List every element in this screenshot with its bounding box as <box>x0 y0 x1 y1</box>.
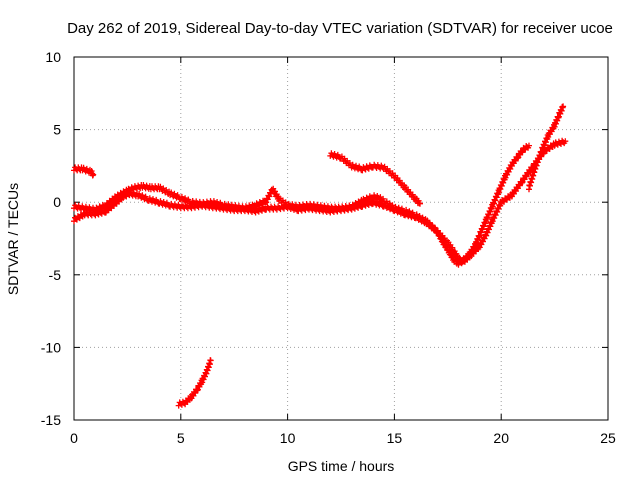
data-point <box>514 155 521 162</box>
data-point <box>562 138 569 145</box>
series-segment-1 <box>71 164 97 179</box>
y-tick-label: 0 <box>53 194 61 210</box>
chart-title: Day 262 of 2019, Sidereal Day-to-day VTE… <box>67 20 613 37</box>
y-tick-label: -5 <box>49 267 62 283</box>
y-axis-label: SDTVAR / TECUs <box>5 183 21 295</box>
x-tick-label: 10 <box>280 430 296 446</box>
series-segment-2 <box>71 137 569 268</box>
series-segment-5 <box>526 103 567 193</box>
x-tick-label: 20 <box>493 430 509 446</box>
y-tick-label: -10 <box>41 339 61 355</box>
series-segment-3 <box>71 142 532 265</box>
data-point <box>207 357 214 364</box>
gridlines <box>74 57 608 420</box>
plot-frame <box>73 56 609 421</box>
y-tick-label: -15 <box>41 412 61 428</box>
data-point <box>518 149 525 156</box>
y-tick-label: 10 <box>45 49 61 65</box>
series-segment-4 <box>327 150 423 207</box>
data-point <box>90 171 97 178</box>
x-axis-label: GPS time / hours <box>288 458 395 474</box>
x-tick-label: 0 <box>70 430 78 446</box>
data-point <box>417 200 423 207</box>
x-tick-label: 5 <box>177 430 185 446</box>
data-point <box>194 387 201 394</box>
data-points <box>71 103 569 409</box>
x-tick-label: 15 <box>387 430 403 446</box>
y-tick-label: 5 <box>53 122 61 138</box>
axis-ticks: 0 5 10 15 20 25 -15 -10 -5 0 5 10 <box>41 49 616 446</box>
data-point <box>518 179 525 186</box>
data-point <box>526 142 532 149</box>
series-segment-6 <box>175 357 214 409</box>
data-point <box>560 103 567 110</box>
x-tick-label: 25 <box>600 430 616 446</box>
